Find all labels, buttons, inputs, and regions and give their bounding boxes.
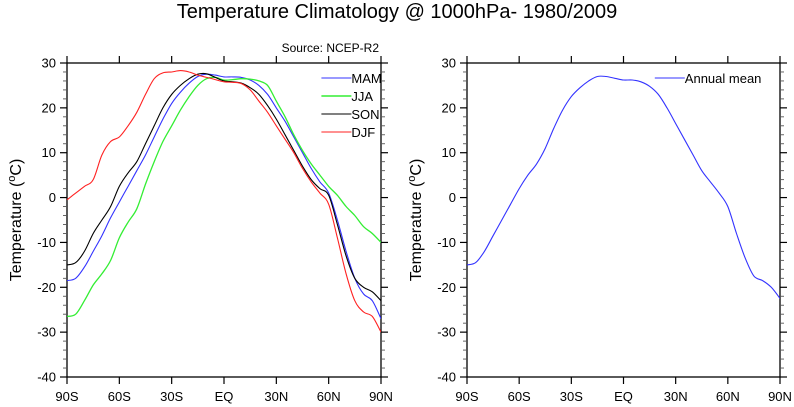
- x-tick-label: 90S: [455, 389, 478, 404]
- series-line-jja: [67, 76, 381, 318]
- plot-frame: [66, 62, 382, 378]
- legend-label-mam: MAM: [351, 71, 381, 86]
- y-tick-label: -20: [437, 280, 456, 295]
- y-tick-label: 30: [442, 56, 456, 71]
- y-axis-title-text: Temperature (: [408, 181, 425, 281]
- degree-superscript: o: [406, 176, 418, 182]
- y-axis-title-unit: C): [8, 159, 25, 176]
- y-tick-label: 0: [449, 190, 456, 205]
- x-tick-label: EQ: [215, 389, 234, 404]
- series-line-djf: [67, 70, 381, 333]
- legend-label-djf: DJF: [351, 125, 375, 140]
- series-line-annual-mean: [467, 75, 780, 299]
- y-tick-label: -30: [437, 325, 456, 340]
- y-axis-title-text: Temperature (: [8, 181, 25, 281]
- series-group: [67, 70, 381, 333]
- right-panel: -40 -30 -20 -10 0 10 20 30 90S 60S 30S EQ 30N 60N 90N T…: [406, 56, 792, 405]
- series-group: [467, 75, 780, 299]
- x-tick-label: EQ: [614, 389, 633, 404]
- figure-title: Temperature Climatology @ 1000hPa- 1980/…: [176, 1, 618, 23]
- y-tick-label: -40: [37, 370, 56, 385]
- y-axis-title: Temperature (oC): [406, 159, 425, 282]
- y-tick-label: 20: [442, 100, 456, 115]
- x-tick-label: 60S: [508, 389, 531, 404]
- legend-label-jja: JJA: [351, 89, 373, 104]
- x-tick-label: 30N: [264, 389, 288, 404]
- x-tick-label: 60N: [317, 389, 341, 404]
- x-tick-label: 90N: [369, 389, 393, 404]
- legend-label-annual-mean: Annual mean: [685, 71, 762, 86]
- y-tick-label: 20: [42, 100, 56, 115]
- y-tick-label: -10: [37, 235, 56, 250]
- y-tick-label: 10: [442, 145, 456, 160]
- left-panel: -40 -30 -20 -10 0 10 20 30 90S 60S 30S EQ 30N 60N 90N T…: [6, 41, 393, 404]
- y-tick-label: 0: [49, 190, 56, 205]
- x-tick-label: 60S: [108, 389, 131, 404]
- x-tick-label: 90N: [768, 389, 792, 404]
- y-axis-title: Temperature (oC): [6, 159, 25, 282]
- series-line-son: [67, 72, 381, 302]
- x-tick-label: 30S: [560, 389, 583, 404]
- legend-label-son: SON: [351, 107, 379, 122]
- y-tick-label: -10: [437, 235, 456, 250]
- y-axis-title-unit: C): [408, 159, 425, 176]
- y-tick-label: 30: [42, 56, 56, 71]
- x-tick-label: 90S: [55, 389, 78, 404]
- plot-frame: [466, 62, 781, 378]
- y-tick-label: -40: [437, 370, 456, 385]
- x-tick-label: 30N: [664, 389, 688, 404]
- y-tick-label: 10: [42, 145, 56, 160]
- series-line-mam: [67, 73, 381, 319]
- x-tick-label: 30S: [160, 389, 183, 404]
- x-tick-label: 60N: [716, 389, 740, 404]
- y-tick-label: -30: [37, 325, 56, 340]
- source-label: Source: NCEP-R2: [282, 41, 380, 55]
- degree-superscript: o: [6, 176, 18, 182]
- y-tick-label: -20: [37, 280, 56, 295]
